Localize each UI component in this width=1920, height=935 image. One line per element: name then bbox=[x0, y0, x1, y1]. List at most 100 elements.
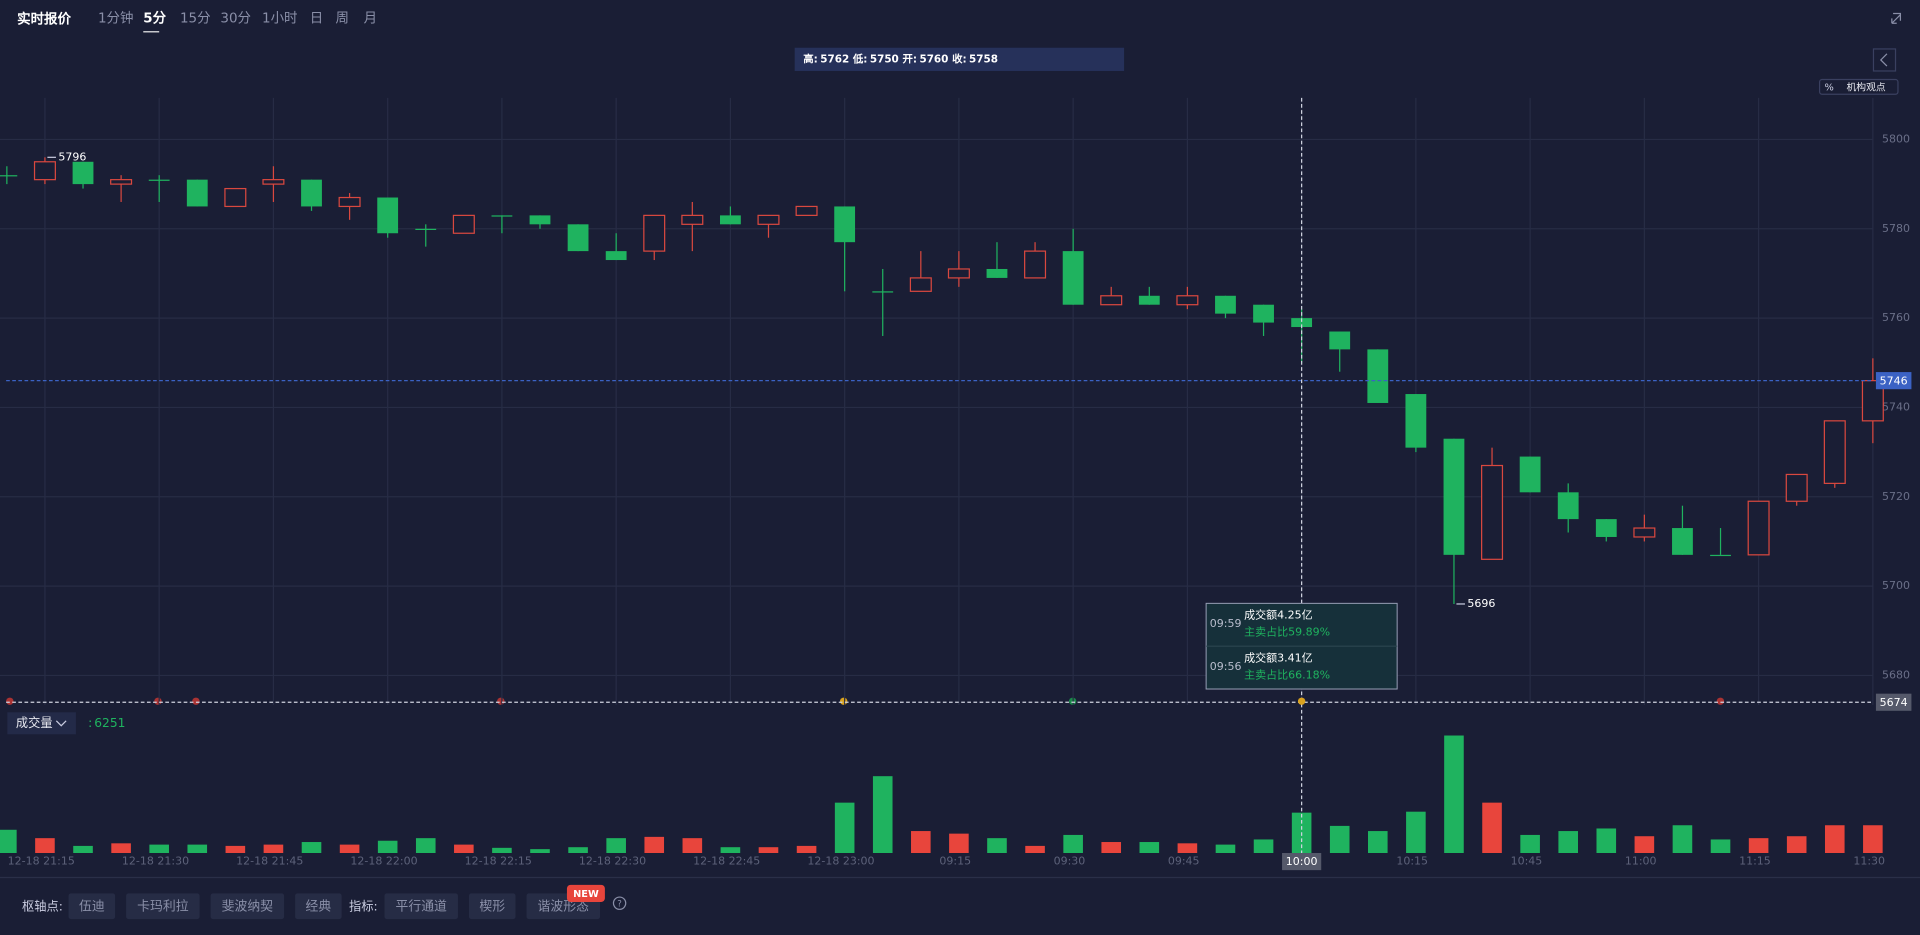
timeframe-tab[interactable]: 5分 bbox=[143, 10, 166, 26]
event-marker[interactable] bbox=[1297, 697, 1306, 705]
candle-body bbox=[529, 215, 551, 225]
candle-body bbox=[1253, 304, 1274, 323]
x-tick-label: 09:30 bbox=[1054, 855, 1086, 868]
volume-bar bbox=[492, 847, 512, 854]
volume-bar bbox=[1253, 839, 1274, 854]
x-tick-label: 12-18 22:30 bbox=[579, 855, 646, 868]
candle-body bbox=[1710, 554, 1731, 557]
collapse-icon[interactable] bbox=[1891, 12, 1902, 24]
hover-header-label: 开: bbox=[902, 53, 917, 65]
timeframe-tab[interactable]: 月 bbox=[364, 11, 377, 26]
bottom-button[interactable] bbox=[295, 893, 342, 920]
volume-bar bbox=[1596, 828, 1617, 854]
bottom-button[interactable] bbox=[384, 893, 458, 920]
timeframe-tab[interactable]: 周 bbox=[336, 11, 349, 26]
volume-bar bbox=[0, 829, 17, 854]
opinion-button[interactable] bbox=[1818, 78, 1899, 95]
candle-body bbox=[1519, 456, 1541, 493]
hover-header-value: 5760 bbox=[919, 53, 948, 65]
x-tick-label: 12-18 21:45 bbox=[236, 855, 303, 868]
volume-bar bbox=[1139, 842, 1160, 854]
help-icon[interactable] bbox=[612, 896, 627, 910]
hover-header-value: 5750 bbox=[870, 53, 899, 65]
timeframe-tab[interactable]: 15分 bbox=[180, 10, 211, 26]
bottom-button[interactable] bbox=[126, 893, 200, 920]
y-tick-label: 5800 bbox=[1882, 132, 1910, 145]
volume-bar bbox=[1672, 825, 1693, 854]
help-text: ? bbox=[617, 899, 622, 909]
bottom-button-label: 伍迪 bbox=[79, 899, 105, 914]
side-toggle[interactable] bbox=[1872, 48, 1897, 72]
candle-body bbox=[1823, 420, 1846, 484]
hover-header-value: 5762 bbox=[820, 53, 849, 65]
bottom-button-label: 楔形 bbox=[479, 899, 505, 914]
y-tick-label: 5780 bbox=[1882, 222, 1910, 235]
candle-body bbox=[1747, 500, 1770, 556]
tooltip-ratio: 主卖占比66.18% bbox=[1244, 668, 1330, 682]
percent-icon: % bbox=[1824, 83, 1833, 94]
candle-body bbox=[757, 214, 780, 225]
event-marker[interactable] bbox=[840, 697, 848, 705]
y-tick-label: 5720 bbox=[1882, 490, 1910, 503]
volume-bar bbox=[1215, 844, 1236, 854]
volume-bar bbox=[1444, 735, 1464, 854]
timeframe-tab[interactable]: 1小时 bbox=[262, 10, 297, 26]
x-tick-label: 10:45 bbox=[1511, 855, 1543, 868]
event-marker[interactable] bbox=[1716, 697, 1725, 705]
timeframe-tab[interactable]: 日 bbox=[310, 11, 323, 26]
x-tick-label: 11:00 bbox=[1625, 855, 1657, 868]
extreme-label: 5796 bbox=[58, 150, 86, 163]
candle-body bbox=[33, 161, 56, 181]
bottom-button[interactable] bbox=[210, 893, 285, 920]
event-marker[interactable] bbox=[497, 697, 505, 705]
y-tick-label: 5740 bbox=[1882, 400, 1910, 413]
volume-bar bbox=[1634, 836, 1655, 854]
volume-bar bbox=[1748, 838, 1769, 854]
timeframe-tab[interactable]: 1分钟 bbox=[98, 9, 133, 26]
hover-header-label: 高: bbox=[803, 52, 818, 65]
volume-bar bbox=[1520, 834, 1540, 854]
volume-label: 成交量 bbox=[16, 715, 53, 730]
volume-bar bbox=[720, 847, 741, 854]
crosshair-x-label: 10:00 bbox=[1286, 855, 1318, 868]
bottom-button[interactable] bbox=[468, 893, 516, 920]
tooltip-time: 09:56 bbox=[1210, 660, 1242, 673]
candle-body bbox=[681, 214, 704, 225]
volume-bar bbox=[682, 838, 703, 854]
volume-bar bbox=[73, 845, 93, 854]
tooltip-amount: 成交额4.25亿 bbox=[1244, 608, 1313, 622]
volume-bar bbox=[225, 845, 246, 854]
candle-body bbox=[1024, 250, 1047, 279]
volume-bar bbox=[454, 844, 474, 854]
volume-bar bbox=[1710, 839, 1731, 854]
event-marker[interactable] bbox=[154, 697, 162, 705]
volume-bar bbox=[987, 838, 1007, 854]
crosshair-y-label: 5674 bbox=[1880, 696, 1908, 709]
volume-bar bbox=[111, 843, 131, 854]
y-tick-label: 5700 bbox=[1882, 579, 1910, 592]
event-marker[interactable] bbox=[6, 697, 14, 705]
x-tick-label: 09:15 bbox=[939, 855, 971, 868]
volume-selector[interactable] bbox=[7, 712, 76, 735]
hover-header-value: 5758 bbox=[969, 53, 998, 65]
timeframe-tab[interactable]: 30分 bbox=[220, 10, 251, 26]
volume-bar bbox=[1329, 825, 1350, 854]
candle-body bbox=[415, 228, 437, 231]
event-marker[interactable] bbox=[192, 697, 200, 705]
candle-body bbox=[1329, 331, 1351, 350]
candle-body bbox=[1215, 295, 1236, 314]
volume-bar bbox=[1824, 825, 1845, 854]
bottom-button-label: 卡玛利拉 bbox=[137, 899, 189, 914]
panel-title: 实时报价 bbox=[17, 11, 71, 28]
volume-bar bbox=[796, 845, 817, 854]
volume-separator: : bbox=[88, 716, 92, 730]
candle-body bbox=[795, 205, 818, 216]
bottom-button[interactable] bbox=[68, 893, 116, 920]
indicator-label: 指标: bbox=[349, 898, 378, 913]
candle-body bbox=[1785, 473, 1808, 502]
volume-bar bbox=[530, 849, 550, 854]
dropdown-icon bbox=[55, 720, 67, 727]
volume-bar bbox=[758, 847, 779, 854]
